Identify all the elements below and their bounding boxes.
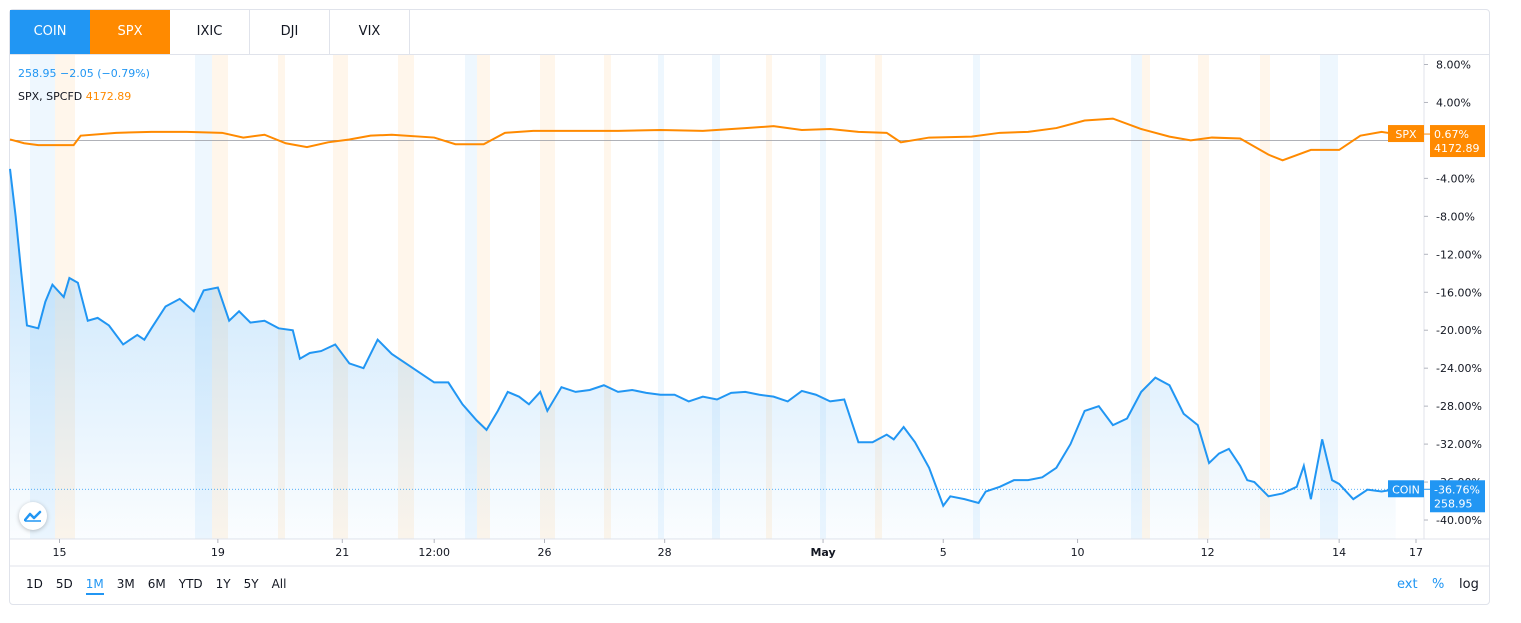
log-toggle[interactable]: log <box>1459 577 1479 592</box>
tab-vix[interactable]: VIX <box>330 10 410 54</box>
session-band <box>712 55 720 539</box>
y-tick-label: -8.00% <box>1436 210 1475 223</box>
x-tick-label: 12 <box>1201 546 1215 559</box>
coin-series-line <box>9 168 1396 508</box>
percent-toggle[interactable]: % <box>1432 577 1445 592</box>
coin-price-label: 258.95 <box>1434 497 1473 510</box>
session-band <box>658 55 664 539</box>
range-1m[interactable]: 1M <box>85 577 104 595</box>
spx-legend: SPX, SPCFD 4172.89 <box>18 90 131 103</box>
tab-dji[interactable]: DJI <box>250 10 330 54</box>
y-tick-label: -20.00% <box>1436 324 1482 337</box>
x-tick-label: 21 <box>335 546 349 559</box>
y-tick-label: -12.00% <box>1436 248 1482 261</box>
logo-mark-icon <box>24 510 42 522</box>
range-selector: 1D 5D 1M 3M 6M YTD 1Y 5Y All <box>26 577 299 595</box>
x-tick-label: 5 <box>940 546 947 559</box>
session-band <box>604 55 611 539</box>
session-band <box>973 55 980 539</box>
x-tick-label: 10 <box>1071 546 1085 559</box>
tab-ixic[interactable]: IXIC <box>170 10 250 54</box>
range-1y[interactable]: 1Y <box>215 577 231 591</box>
range-ytd[interactable]: YTD <box>178 577 203 591</box>
spx-label: SPX, SPCFD <box>18 90 83 103</box>
session-band <box>278 55 285 539</box>
tradingview-logo-icon[interactable] <box>19 502 47 530</box>
session-band <box>766 55 772 539</box>
coin-value-box <box>1430 480 1485 513</box>
range-5y[interactable]: 5Y <box>243 577 259 591</box>
x-tick-label: 26 <box>537 546 551 559</box>
y-tick-label: -28.00% <box>1436 400 1482 413</box>
symbol-tabs: COIN SPX IXIC DJI VIX <box>10 10 410 54</box>
session-band <box>477 55 490 539</box>
y-tick-label: -4.00% <box>1436 172 1475 185</box>
session-band <box>1142 55 1150 539</box>
session-band <box>820 55 826 539</box>
coin-name-box <box>1388 480 1424 498</box>
spx-pct-label: 0.67% <box>1434 128 1469 141</box>
x-tick-label: 12:00 <box>418 546 450 559</box>
ext-toggle[interactable]: ext <box>1397 577 1418 592</box>
spx-name-box <box>1388 125 1424 143</box>
x-tick-label: 17 <box>1409 546 1423 559</box>
coin-legend: 258.95 −2.05 (−0.79%) <box>18 67 150 80</box>
range-1d[interactable]: 1D <box>26 577 43 591</box>
y-tick-label: -24.00% <box>1436 362 1482 375</box>
x-tick-label: May <box>810 546 835 559</box>
x-tick-label: 15 <box>52 546 66 559</box>
spx-value-box <box>1430 125 1485 158</box>
coin-pct-label: -36.76% <box>1434 483 1480 496</box>
y-tick-label: -16.00% <box>1436 286 1482 299</box>
session-band <box>1198 55 1209 539</box>
spx-name-label: SPX <box>1395 128 1417 141</box>
range-all[interactable]: All <box>271 577 287 591</box>
range-3m[interactable]: 3M <box>116 577 135 591</box>
spx-price: 4172.89 <box>85 90 132 103</box>
range-6m[interactable]: 6M <box>147 577 166 591</box>
coin-name-label: COIN <box>1392 483 1420 496</box>
y-tick-label: -40.00% <box>1436 514 1482 527</box>
coin-price: 258.95 <box>18 67 57 80</box>
x-tick-label: 14 <box>1332 546 1346 559</box>
tabs-divider <box>10 54 1489 55</box>
x-tick-label: 28 <box>658 546 672 559</box>
y-tick-label: 4.00% <box>1436 96 1471 109</box>
tab-spx[interactable]: SPX <box>90 10 170 54</box>
y-tick-label: 8.00% <box>1436 58 1471 71</box>
spx-series-line <box>9 117 1396 162</box>
y-tick-label: -32.00% <box>1436 438 1482 451</box>
session-band <box>875 55 882 539</box>
coin-area <box>10 168 1396 539</box>
coin-change: −2.05 (−0.79%) <box>60 67 150 80</box>
range-5d[interactable]: 5D <box>55 577 73 591</box>
spx-price-label: 4172.89 <box>1434 142 1480 155</box>
tab-coin[interactable]: COIN <box>10 10 90 54</box>
x-tick-label: 19 <box>211 546 225 559</box>
session-band <box>1131 55 1142 539</box>
session-band <box>1260 55 1270 539</box>
session-band <box>1320 55 1338 539</box>
